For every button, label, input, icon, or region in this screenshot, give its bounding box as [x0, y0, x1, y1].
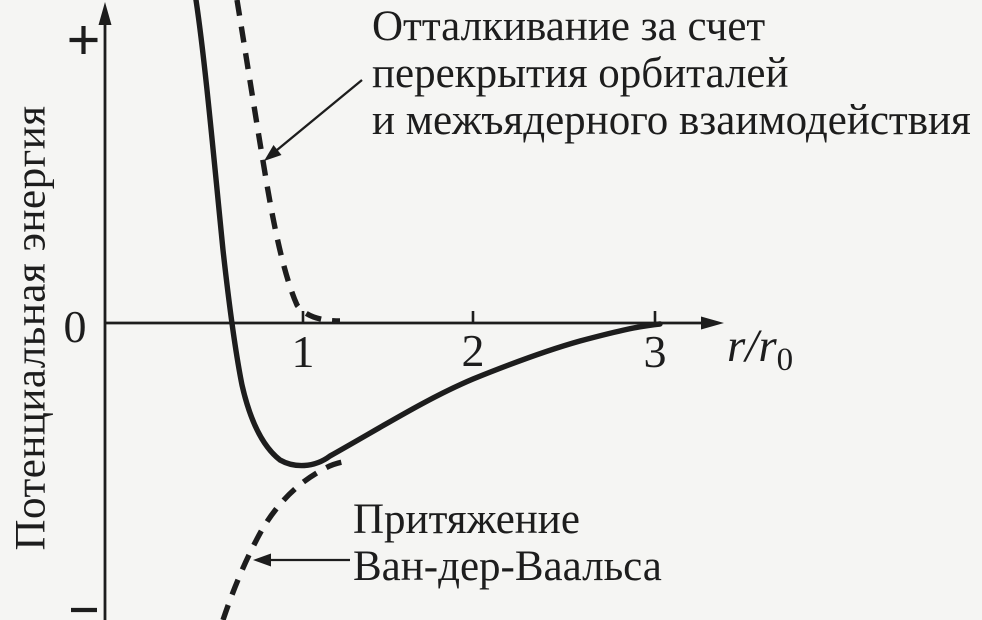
y-axis-title: Потенциальная энергия — [7, 105, 55, 551]
x-tick-label-2: 2 — [462, 325, 485, 376]
x-axis-arrowhead-icon — [701, 316, 724, 330]
zero-label: 0 — [64, 301, 87, 352]
attraction-caption-line1: Притяжение — [353, 496, 580, 543]
total-energy-curve — [193, 0, 663, 469]
y-axis-arrowhead-icon — [98, 2, 112, 25]
repulsion-arrowhead-icon — [264, 145, 282, 161]
plus-sign — [69, 26, 98, 54]
repulsion-arrow — [276, 79, 363, 151]
x-tick-label-3: 3 — [644, 326, 667, 377]
repulsion-caption: Отталкивание за счет перекрытия орбитале… — [372, 3, 971, 144]
x-unit-label-main: r/r — [727, 320, 777, 372]
attraction-caption-line2: Ван-дер-Ваальса — [353, 543, 662, 590]
x-unit-label-subscript: 0 — [777, 342, 794, 378]
attraction-curve — [220, 458, 350, 620]
attraction-caption: Притяжение Ван-дер-Ваальса — [353, 496, 662, 590]
repulsion-caption-line3: и межъядерного взаимодействия — [372, 97, 971, 144]
repulsion-curve — [234, 0, 341, 324]
repulsion-caption-line2: перекрытия орбиталей — [372, 50, 789, 97]
attraction-arrowhead-icon — [253, 553, 271, 567]
repulsion-caption-line1: Отталкивание за счет — [372, 3, 766, 50]
x-unit-label: r/r0 — [727, 320, 793, 378]
x-tick-label-1: 1 — [292, 326, 315, 377]
